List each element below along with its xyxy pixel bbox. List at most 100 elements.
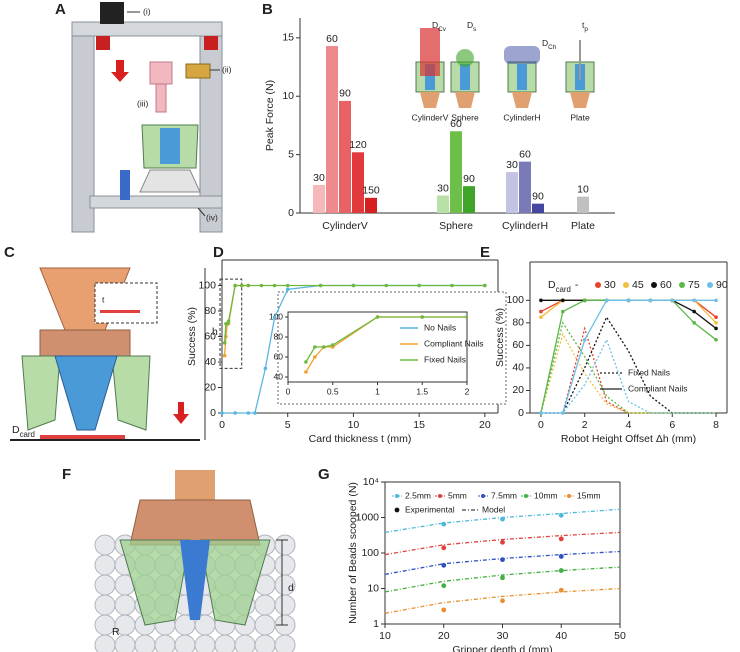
- legend-label: 75: [688, 279, 700, 291]
- inset-dim-sub: Cv: [438, 26, 447, 33]
- y-tick-label: 20: [512, 384, 524, 396]
- dim-label: t: [102, 294, 105, 304]
- legend-title-suffix: -: [575, 279, 579, 291]
- bead: [154, 634, 176, 652]
- y-tick-label: 40: [512, 362, 524, 374]
- panel-letter: E: [480, 244, 490, 261]
- y-tick-label: 10⁴: [363, 476, 379, 488]
- data-point: [692, 321, 696, 325]
- inset-base: [420, 92, 440, 108]
- legend-label: 10mm: [534, 490, 558, 500]
- inset-dim-sub: p: [584, 26, 588, 33]
- frame-bar: [71, 21, 223, 37]
- x-tick-label: 50: [614, 630, 626, 642]
- data-point: [734, 318, 738, 322]
- bead: [214, 634, 236, 652]
- finger: [111, 355, 151, 431]
- legend-label: Fixed Nails: [628, 367, 670, 377]
- bar: [326, 46, 338, 213]
- data-point: [692, 309, 696, 314]
- fixed-line: [540, 338, 717, 414]
- x-tick-label: 30: [497, 630, 509, 642]
- legend-title-main: D: [548, 279, 556, 291]
- legend-swatch: [395, 494, 399, 498]
- legend-swatch: [595, 282, 601, 288]
- inset-dim: tp: [582, 20, 588, 33]
- inset-dim: DCh: [542, 38, 557, 51]
- data-point: [441, 607, 447, 613]
- panel-letter: C: [4, 244, 15, 261]
- y-tick-label: 0: [518, 407, 524, 419]
- inset-object: [579, 40, 581, 80]
- data-point: [582, 380, 586, 384]
- data-point: [500, 598, 505, 604]
- x-axis-label: Gripper depth d (mm): [452, 644, 552, 652]
- data-point: [441, 583, 447, 589]
- legend-label: Compliant Nails: [628, 383, 688, 393]
- x-tick-label: 0.5: [327, 386, 339, 396]
- data-point: [558, 568, 564, 573]
- bar: [313, 184, 325, 213]
- data-point: [714, 326, 718, 331]
- x-tick-label: 20: [479, 419, 491, 431]
- legend-label: Compliant Nails: [424, 338, 484, 348]
- bar-label: 10: [577, 183, 589, 195]
- bead: [274, 534, 296, 556]
- bar: [450, 131, 462, 213]
- data-point: [272, 315, 277, 320]
- x-tick-label: 1.5: [416, 386, 428, 396]
- data-point: [441, 521, 447, 527]
- data-point: [714, 337, 718, 342]
- y-tick-label: 1000: [356, 511, 380, 523]
- data-point: [558, 512, 564, 518]
- card: [40, 435, 125, 439]
- data-point: [500, 575, 505, 581]
- panel-letter: B: [262, 1, 273, 18]
- y-tick-label: 80: [512, 317, 524, 329]
- data-point: [222, 341, 227, 345]
- legend-label: 60: [660, 279, 672, 291]
- data-point: [233, 411, 237, 415]
- callout: (iii): [137, 98, 148, 108]
- bar: [437, 195, 449, 213]
- data-point: [450, 283, 454, 288]
- data-point: [714, 298, 718, 303]
- bead: [254, 634, 276, 652]
- legend-label: No Nails: [424, 322, 456, 332]
- dim-label: Dcard: [12, 424, 35, 439]
- bead: [254, 614, 276, 636]
- inset-dim-main: t: [582, 20, 585, 30]
- data-point: [253, 411, 257, 415]
- data-point: [644, 315, 648, 319]
- y-tick-label: 40: [274, 371, 284, 381]
- compliant-line: [540, 299, 717, 414]
- category-label: Sphere: [439, 220, 473, 232]
- inset-object: [420, 28, 440, 76]
- bracket: [96, 36, 110, 50]
- plunger-rod: [155, 83, 167, 113]
- inset-object: [504, 46, 540, 64]
- y-tick-label: 5: [288, 148, 294, 160]
- y-tick-label: 60: [512, 339, 524, 351]
- panel-letter: D: [213, 244, 224, 261]
- inset-name: CylinderV: [412, 112, 449, 122]
- bracket: [204, 36, 218, 50]
- inset-dim-main: D: [542, 38, 548, 48]
- compliant-line: [540, 299, 717, 330]
- legend-label: 2.5mm: [405, 490, 431, 500]
- x-tick-label: 2: [465, 386, 470, 396]
- gripper-core: [160, 128, 180, 164]
- data-point: [285, 287, 290, 292]
- bar: [365, 197, 377, 213]
- y-tick-label: 100: [198, 279, 216, 291]
- y-tick-label: 100: [361, 547, 379, 559]
- bead: [94, 534, 116, 556]
- bar: [463, 186, 475, 213]
- bead: [174, 634, 196, 652]
- bar-label: 90: [532, 190, 544, 202]
- legend-swatch: [481, 494, 485, 498]
- y-tick-label: 60: [204, 330, 216, 342]
- legend-label: Experimental: [405, 504, 455, 514]
- x-tick-label: 4: [626, 419, 632, 431]
- inset-name: Sphere: [451, 112, 479, 122]
